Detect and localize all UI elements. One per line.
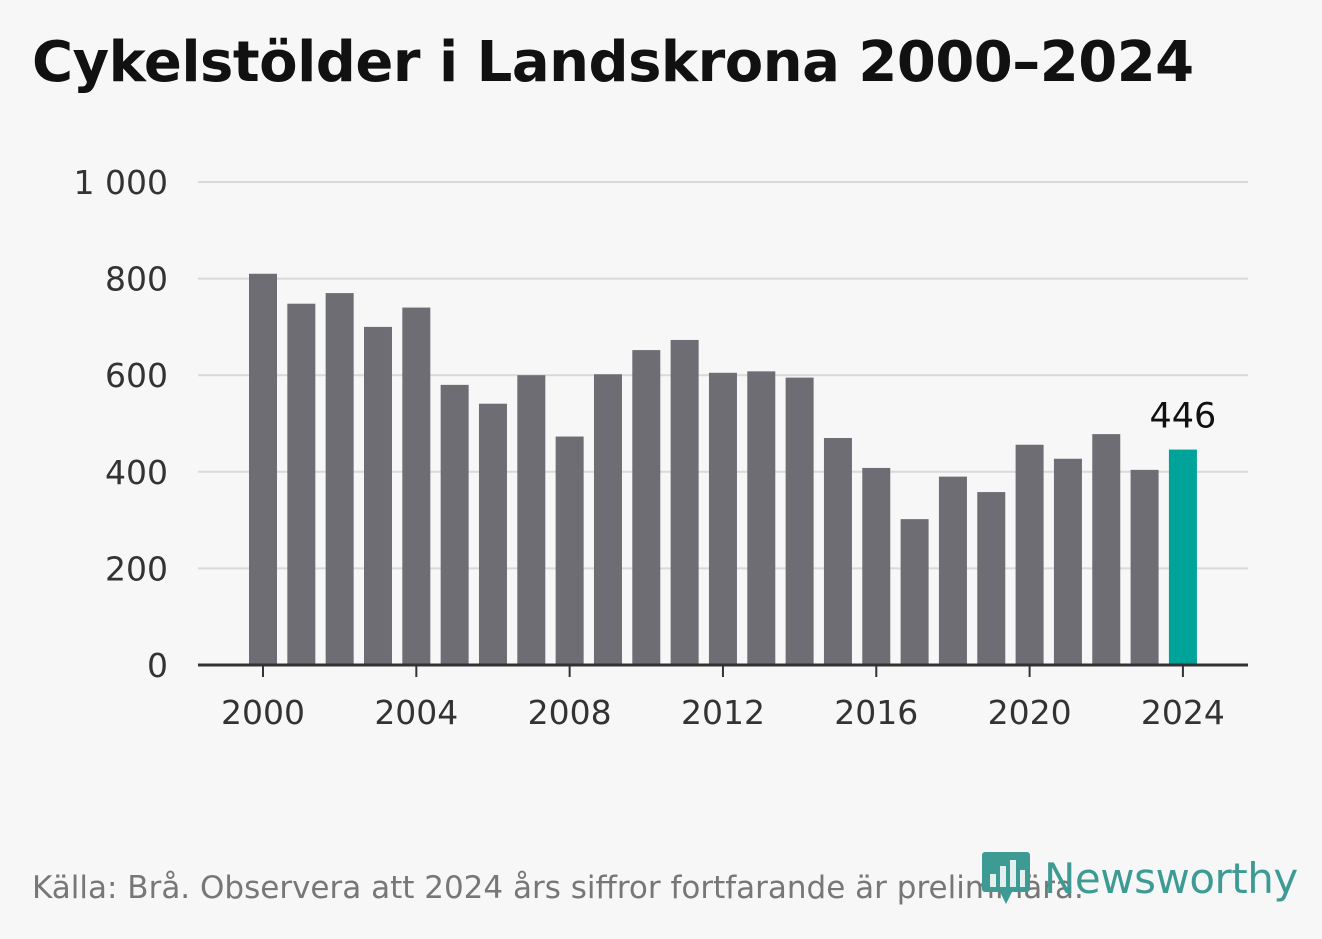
axes xyxy=(198,663,1248,677)
newsworthy-logo-icon xyxy=(982,852,1030,904)
bar-2012 xyxy=(708,372,737,665)
y-tick-label: 200 xyxy=(105,549,168,588)
brand-logo: Newsworthy xyxy=(982,848,1298,908)
brand-name: Newsworthy xyxy=(1044,853,1298,903)
x-tick-label: 2024 xyxy=(1141,693,1225,732)
y-tick-label: 800 xyxy=(105,260,168,299)
labels: 0 200 400 600 800 1 000 446 2000 2004 2008 2012 201… xyxy=(74,163,1225,732)
bar-2017 xyxy=(900,519,929,665)
bars xyxy=(249,273,1197,665)
source-note: Källa: Brå. Observera att 2024 års siffr… xyxy=(32,870,1084,906)
bar-2018 xyxy=(938,476,967,665)
bar-2024 xyxy=(1168,449,1197,665)
x-tick-label: 2012 xyxy=(681,693,765,732)
x-tick-label: 2016 xyxy=(834,693,918,732)
bar-2014 xyxy=(785,377,814,665)
chart-title: Cykelstölder i Landskrona 2000–2024 xyxy=(32,30,1194,95)
bar-2015 xyxy=(823,437,852,665)
bar-2004 xyxy=(402,307,431,665)
y-tick-label: 1 000 xyxy=(74,163,168,202)
x-tick-label: 2004 xyxy=(374,693,458,732)
y-tick-label: 0 xyxy=(147,646,168,685)
bar-2006 xyxy=(478,403,507,665)
bar-2016 xyxy=(862,467,891,665)
bar-2007 xyxy=(517,375,546,665)
x-tick-label: 2000 xyxy=(221,693,305,732)
bar-2003 xyxy=(363,326,392,665)
bar-2009 xyxy=(593,374,622,665)
y-tick-label: 400 xyxy=(105,453,168,492)
bar-2005 xyxy=(440,384,469,665)
bar-2010 xyxy=(632,350,661,665)
bar-2000 xyxy=(249,273,277,665)
bar-2001 xyxy=(287,303,316,665)
bar-2020 xyxy=(1015,444,1044,665)
bar-2021 xyxy=(1053,458,1082,665)
bar-2019 xyxy=(977,492,1006,665)
bar-2022 xyxy=(1092,434,1121,665)
data-label-2024: 446 xyxy=(1150,397,1217,437)
bar-2008 xyxy=(555,436,584,665)
x-tick-label: 2020 xyxy=(988,693,1072,732)
bar-2002 xyxy=(325,293,354,665)
bar-2011 xyxy=(670,339,699,665)
bar-2023 xyxy=(1130,469,1159,665)
x-tick-label: 2008 xyxy=(528,693,612,732)
y-tick-label: 600 xyxy=(105,356,168,395)
bar-chart: 0 200 400 600 800 1 000 446 2000 2004 2008 2012 201… xyxy=(74,163,1248,732)
bar-2013 xyxy=(747,371,776,665)
